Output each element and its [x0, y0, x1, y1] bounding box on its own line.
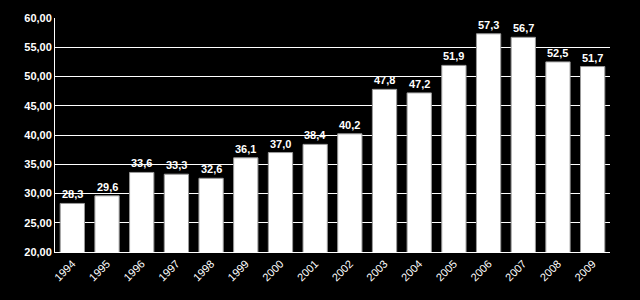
- svg-text:47,8: 47,8: [374, 74, 395, 86]
- svg-text:2001: 2001: [295, 258, 321, 284]
- svg-text:2003: 2003: [364, 258, 390, 284]
- svg-text:40,2: 40,2: [339, 119, 360, 131]
- svg-text:52,5: 52,5: [547, 47, 568, 59]
- svg-text:45,00: 45,00: [24, 100, 52, 112]
- svg-text:40,00: 40,00: [24, 129, 52, 141]
- svg-text:32,6: 32,6: [201, 163, 222, 175]
- svg-text:47,2: 47,2: [409, 78, 430, 90]
- svg-text:28,3: 28,3: [62, 188, 83, 200]
- svg-text:2005: 2005: [433, 258, 459, 284]
- svg-text:37,0: 37,0: [270, 138, 291, 150]
- svg-text:51,9: 51,9: [443, 50, 464, 62]
- svg-text:1995: 1995: [87, 258, 113, 284]
- svg-text:2008: 2008: [537, 258, 563, 284]
- svg-text:1997: 1997: [156, 258, 182, 284]
- svg-text:25,00: 25,00: [24, 217, 52, 229]
- svg-text:1994: 1994: [52, 258, 78, 284]
- svg-text:2009: 2009: [572, 258, 598, 284]
- svg-text:60,00: 60,00: [24, 12, 52, 24]
- svg-text:20,00: 20,00: [24, 246, 52, 258]
- svg-text:2006: 2006: [468, 258, 494, 284]
- svg-text:33,3: 33,3: [166, 159, 187, 171]
- svg-text:2004: 2004: [399, 258, 425, 284]
- svg-text:35,00: 35,00: [24, 158, 52, 170]
- svg-text:56,7: 56,7: [513, 22, 534, 34]
- svg-text:51,7: 51,7: [582, 52, 603, 64]
- svg-text:36,1: 36,1: [235, 143, 256, 155]
- svg-text:1996: 1996: [121, 258, 147, 284]
- svg-text:33,6: 33,6: [131, 157, 152, 169]
- svg-text:2007: 2007: [503, 258, 529, 284]
- svg-text:1998: 1998: [191, 258, 217, 284]
- svg-text:50,00: 50,00: [24, 70, 52, 82]
- svg-text:29,6: 29,6: [97, 181, 118, 193]
- svg-text:1999: 1999: [225, 258, 251, 284]
- svg-text:38,4: 38,4: [304, 129, 326, 141]
- svg-text:55,00: 55,00: [24, 41, 52, 53]
- svg-text:2000: 2000: [260, 258, 286, 284]
- svg-text:57,3: 57,3: [478, 19, 499, 31]
- svg-text:30,00: 30,00: [24, 187, 52, 199]
- svg-text:2002: 2002: [329, 258, 355, 284]
